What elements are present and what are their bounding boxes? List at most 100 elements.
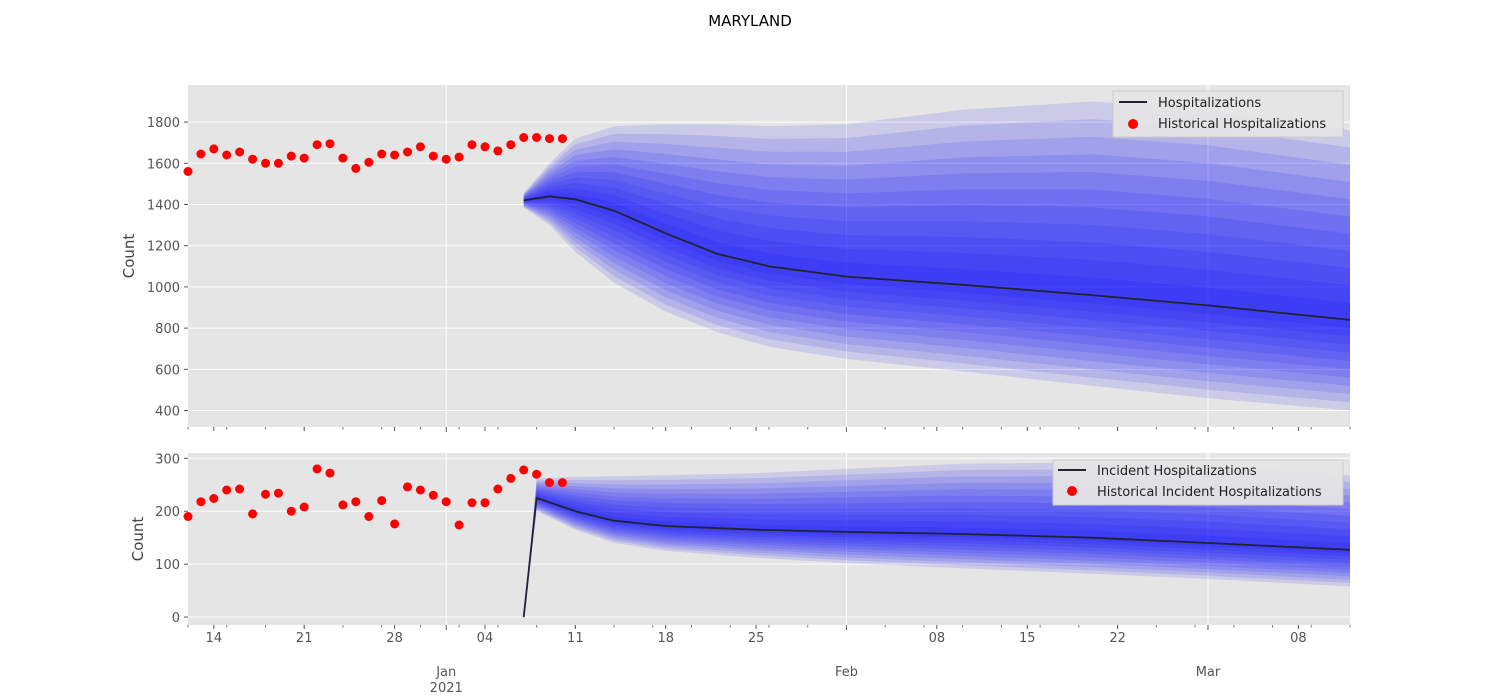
historical-point (454, 152, 464, 162)
historical-point (235, 147, 245, 157)
historical-point (364, 157, 374, 167)
historical-point (351, 497, 361, 507)
historical-point (209, 144, 219, 154)
y-tick-label: 600 (155, 363, 180, 378)
historical-point (299, 502, 309, 512)
historical-point (248, 154, 258, 164)
x-month-label: Jan (435, 665, 456, 680)
historical-point (196, 149, 206, 159)
x-year-label: 2021 (430, 681, 463, 696)
historical-point (261, 158, 270, 168)
x-day-label: 14 (206, 631, 223, 646)
historical-point (506, 140, 516, 150)
legend-historical-label: Historical Hospitalizations (1158, 117, 1326, 132)
historical-point (480, 498, 490, 508)
historical-point (286, 506, 296, 516)
forecast-band (523, 101, 1350, 411)
historical-point (183, 167, 193, 176)
x-day-label: 04 (477, 631, 494, 646)
historical-point (273, 158, 283, 168)
forecast-band (523, 119, 1350, 403)
historical-incident-points (183, 464, 567, 530)
historical-point (248, 509, 258, 519)
figure-title: MARYLAND (708, 12, 792, 30)
median-line (522, 497, 1351, 618)
legend-hospitalizations-label: Hospitalizations (1158, 96, 1261, 111)
historical-point (273, 488, 283, 498)
y-tick-label: 0 (172, 611, 180, 626)
forecast-band (523, 485, 1350, 618)
x-day-label: 08 (929, 631, 946, 646)
historical-point (415, 142, 425, 152)
historical-point (377, 496, 387, 506)
historical-point (286, 151, 296, 161)
historical-point (467, 498, 477, 508)
forecast-band (523, 476, 1350, 618)
y-tick-label: 400 (155, 405, 180, 420)
historical-point (235, 484, 245, 494)
incident-median-line (522, 497, 1351, 618)
historical-point (480, 142, 490, 152)
historical-point (557, 134, 567, 144)
historical-point (403, 482, 412, 492)
x-day-label: 15 (1019, 631, 1036, 646)
legend-incident-label: Incident Hospitalizations (1097, 464, 1257, 479)
historical-point (557, 478, 567, 488)
x-day-label: 08 (1290, 631, 1307, 646)
historical-point (183, 512, 193, 521)
legend-historical-incident-label: Historical Incident Hospitalizations (1097, 485, 1322, 500)
historical-point (493, 146, 503, 156)
historical-point (454, 520, 464, 530)
median-line (523, 195, 1351, 321)
top-ylabel: Count (120, 234, 138, 279)
historical-point (261, 489, 270, 499)
x-day-label: 18 (657, 631, 674, 646)
incident-forecast-bands (523, 462, 1350, 618)
historical-point (428, 490, 438, 500)
y-tick-label: 1200 (147, 240, 180, 255)
historical-point (506, 473, 516, 483)
bottom-panel: 0 100 200 300 Count Incident Hospitalizatio… (129, 452, 1351, 630)
historical-point (545, 478, 554, 488)
historical-point (364, 512, 374, 521)
historical-point (299, 153, 309, 163)
x-day-label: 22 (1109, 631, 1126, 646)
historical-point (390, 150, 400, 160)
historical-point (377, 149, 387, 159)
forecast-band (523, 482, 1350, 618)
top-legend: Hospitalizations Historical Hospitalizat… (1112, 90, 1344, 138)
forecast-band (523, 487, 1350, 618)
y-tick-label: 200 (155, 505, 180, 520)
y-tick-label: 1400 (147, 198, 180, 213)
bottom-ylabel: Count (129, 517, 147, 562)
historical-point (222, 150, 232, 160)
historical-point (532, 469, 542, 479)
historical-point (325, 139, 335, 149)
top-legend-box (1112, 90, 1344, 138)
historical-point (222, 485, 232, 495)
y-tick-label: 300 (155, 452, 180, 467)
historical-point (428, 151, 438, 161)
historical-point (467, 140, 477, 150)
historical-point (403, 147, 412, 157)
historical-point (351, 163, 361, 173)
historical-point (415, 485, 425, 495)
historical-point (390, 519, 400, 529)
forecast-band (523, 171, 1350, 362)
legend-point-swatch (1067, 486, 1077, 496)
top-panel: 400 600 800 1000 1200 1400 1600 1800 Count Hosp… (120, 85, 1351, 432)
historical-point (209, 494, 219, 503)
forecast-band (523, 496, 1350, 618)
forecast-band (523, 136, 1350, 394)
x-month-label: Mar (1196, 665, 1221, 680)
y-tick-label: 100 (155, 558, 180, 573)
forecast-band (523, 182, 1350, 345)
y-tick-label: 800 (155, 322, 180, 337)
historical-point (196, 497, 206, 507)
historical-point (519, 133, 529, 142)
x-month-label: Feb (835, 665, 858, 680)
historical-point (325, 468, 335, 478)
forecast-band (523, 193, 1350, 329)
historical-point (441, 154, 451, 164)
